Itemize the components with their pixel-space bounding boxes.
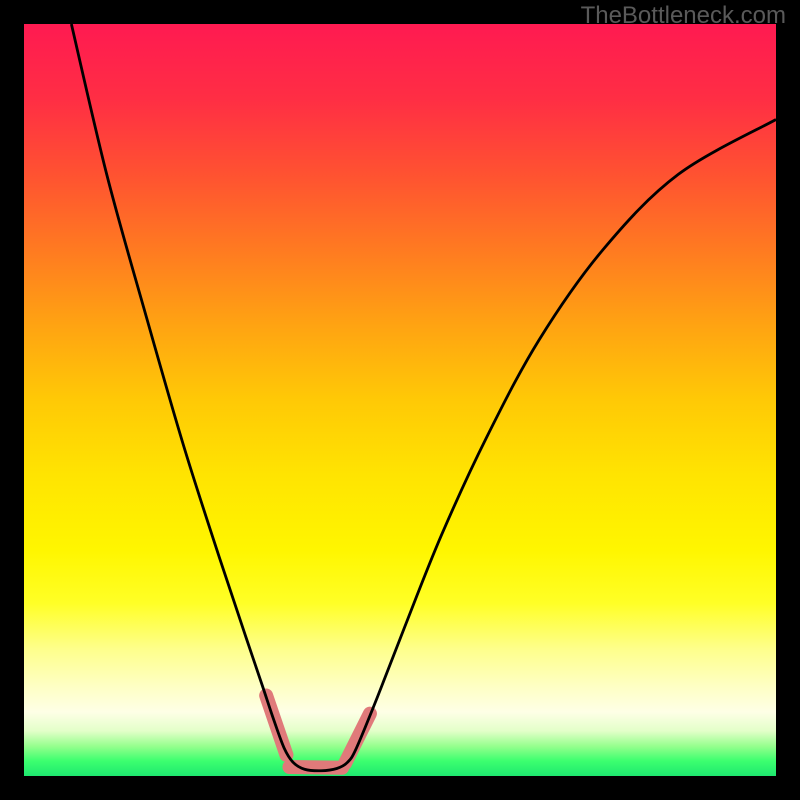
plot-area	[24, 24, 776, 776]
watermark-text: TheBottleneck.com	[581, 2, 786, 30]
bottleneck-curve-chart	[24, 24, 776, 776]
gradient-background	[24, 24, 776, 776]
